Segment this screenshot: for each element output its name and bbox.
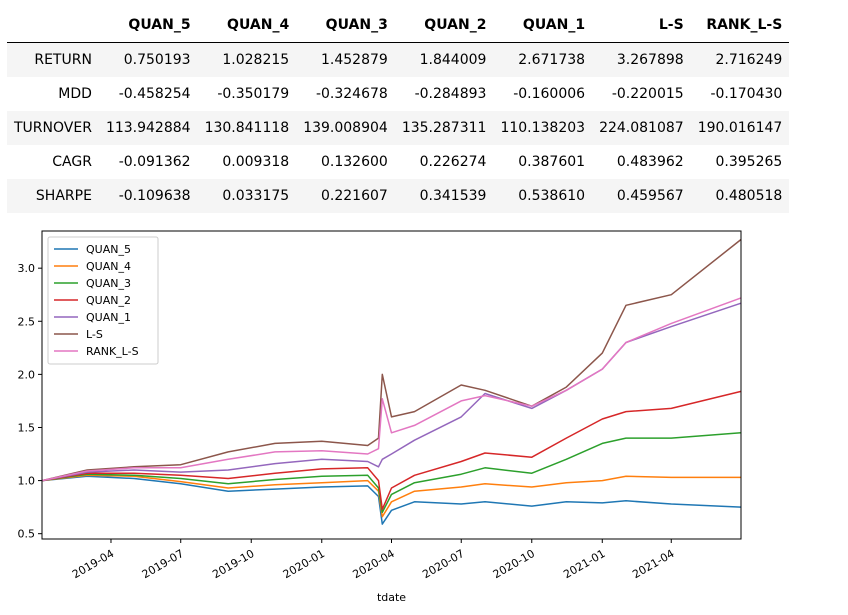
- table-cell: 1.028215: [197, 42, 297, 77]
- table-cell: 0.009318: [222, 154, 290, 170]
- table-cell: -0.284893: [414, 86, 487, 102]
- table-cell: 135.287311: [394, 111, 494, 145]
- table-row: SHARPE -0.109638 0.033175 0.221607 0.341539 0…: [7, 179, 790, 213]
- table-cell: 0.395265: [715, 154, 783, 170]
- row-header: SHARPE: [7, 179, 99, 213]
- table-cell: -0.091362: [118, 154, 191, 170]
- y-tick-label: 0.5: [18, 528, 36, 541]
- column-header: RANK_L-S: [690, 8, 790, 43]
- table-cell: 0.483962: [616, 154, 684, 170]
- column-header: QUAN_1: [493, 8, 593, 43]
- legend-label: QUAN_2: [86, 294, 131, 307]
- table-cell: 0.387601: [518, 154, 586, 170]
- table-row: TURNOVER 113.942884 130.841118 139.008904 13…: [7, 111, 790, 145]
- legend-label: QUAN_1: [86, 311, 131, 324]
- series-line-l-s: [41, 238, 742, 482]
- table-row: MDD -0.458254 -0.350179 -0.324678 -0.284893 -…: [7, 77, 789, 111]
- legend-label: QUAN_3: [86, 277, 131, 290]
- y-tick-label: 1.0: [18, 475, 36, 488]
- table-cell: 0.341539: [394, 179, 494, 213]
- table-cell: -0.109638: [98, 179, 198, 213]
- table-cell: -0.170430: [710, 86, 783, 102]
- table-cell: -0.324678: [315, 86, 388, 102]
- legend-box: [47, 236, 159, 365]
- table-header-row: QUAN_5 QUAN_4 QUAN_3 QUAN_2 QUAN_1 L-S R…: [7, 8, 790, 43]
- y-tick-label: 2.5: [18, 315, 36, 328]
- table-cell: 110.138203: [493, 111, 593, 145]
- x-tick-label: 2019-10: [210, 547, 256, 581]
- table-row: CAGR -0.091362 0.009318 0.132600 0.226274 0.3…: [7, 145, 789, 179]
- legend-label: L-S: [86, 328, 103, 341]
- x-tick-label: 2019-04: [70, 547, 116, 581]
- table-cell: 0.480518: [690, 179, 790, 213]
- column-header: QUAN_3: [296, 8, 395, 43]
- table-row: RETURN 0.750193 1.028215 1.452879 1.844009 2.…: [7, 42, 790, 77]
- column-header: QUAN_5: [98, 8, 198, 43]
- table-cell: 0.221607: [296, 179, 395, 213]
- x-axis-label: tdate: [377, 591, 406, 604]
- legend-label: QUAN_4: [86, 260, 131, 273]
- y-tick-label: 3.0: [18, 262, 36, 275]
- legend-label: RANK_L-S: [86, 345, 139, 358]
- x-tick-label: 2020-01: [281, 547, 327, 581]
- table-corner: [7, 8, 99, 43]
- x-tick-label: 2020-10: [491, 547, 537, 581]
- x-tick-label: 2020-04: [351, 547, 397, 581]
- table-cell: -0.458254: [118, 86, 191, 102]
- series-line-quan_3: [41, 432, 742, 514]
- table-cell: 0.459567: [592, 179, 691, 213]
- table-cell: 2.716249: [690, 42, 790, 77]
- series-line-quan_5: [41, 475, 742, 525]
- table-cell: 139.008904: [296, 111, 395, 145]
- y-tick-label: 1.5: [18, 421, 36, 434]
- row-header: TURNOVER: [7, 111, 99, 145]
- stats-table: QUAN_5 QUAN_4 QUAN_3 QUAN_2 QUAN_1 L-S R…: [7, 8, 790, 213]
- row-header: CAGR: [52, 154, 92, 170]
- table-cell: 190.016147: [690, 111, 790, 145]
- row-header: MDD: [58, 86, 92, 102]
- table-cell: 224.081087: [592, 111, 691, 145]
- legend-label: QUAN_5: [86, 243, 131, 256]
- column-header: L-S: [592, 8, 691, 43]
- series-line-quan_4: [41, 474, 741, 518]
- table-cell: 1.844009: [394, 42, 494, 77]
- y-tick-label: 2.0: [18, 368, 36, 381]
- x-tick-label: 2021-01: [561, 547, 607, 581]
- table-cell: -0.160006: [513, 86, 586, 102]
- table-cell: -0.220015: [611, 86, 684, 102]
- series-line-quan_2: [41, 390, 742, 511]
- x-tick-label: 2020-07: [420, 547, 466, 581]
- table-cell: 0.750193: [98, 42, 198, 77]
- x-tick-label: 2019-07: [140, 547, 186, 581]
- column-header: QUAN_2: [394, 8, 494, 43]
- table-cell: -0.350179: [217, 86, 290, 102]
- table-cell: 2.671738: [493, 42, 593, 77]
- x-tick-label: 2021-04: [630, 547, 676, 581]
- table-cell: 113.942884: [98, 111, 198, 145]
- line-chart: 0.5 1.0 1.5 2.0 2.5 3.0 2019-04 2019-07 2019-10 2…: [18, 230, 742, 604]
- table-cell: 0.226274: [419, 154, 487, 170]
- series-line-rank_l-s: [41, 297, 742, 482]
- table-cell: 0.538610: [493, 179, 593, 213]
- table-cell: 1.452879: [296, 42, 395, 77]
- table-cell: 130.841118: [197, 111, 297, 145]
- table-cell: 0.132600: [321, 154, 388, 170]
- table-cell: 0.033175: [197, 179, 297, 213]
- row-header: RETURN: [7, 42, 99, 77]
- table-cell: 3.267898: [592, 42, 691, 77]
- column-header: QUAN_4: [197, 8, 297, 43]
